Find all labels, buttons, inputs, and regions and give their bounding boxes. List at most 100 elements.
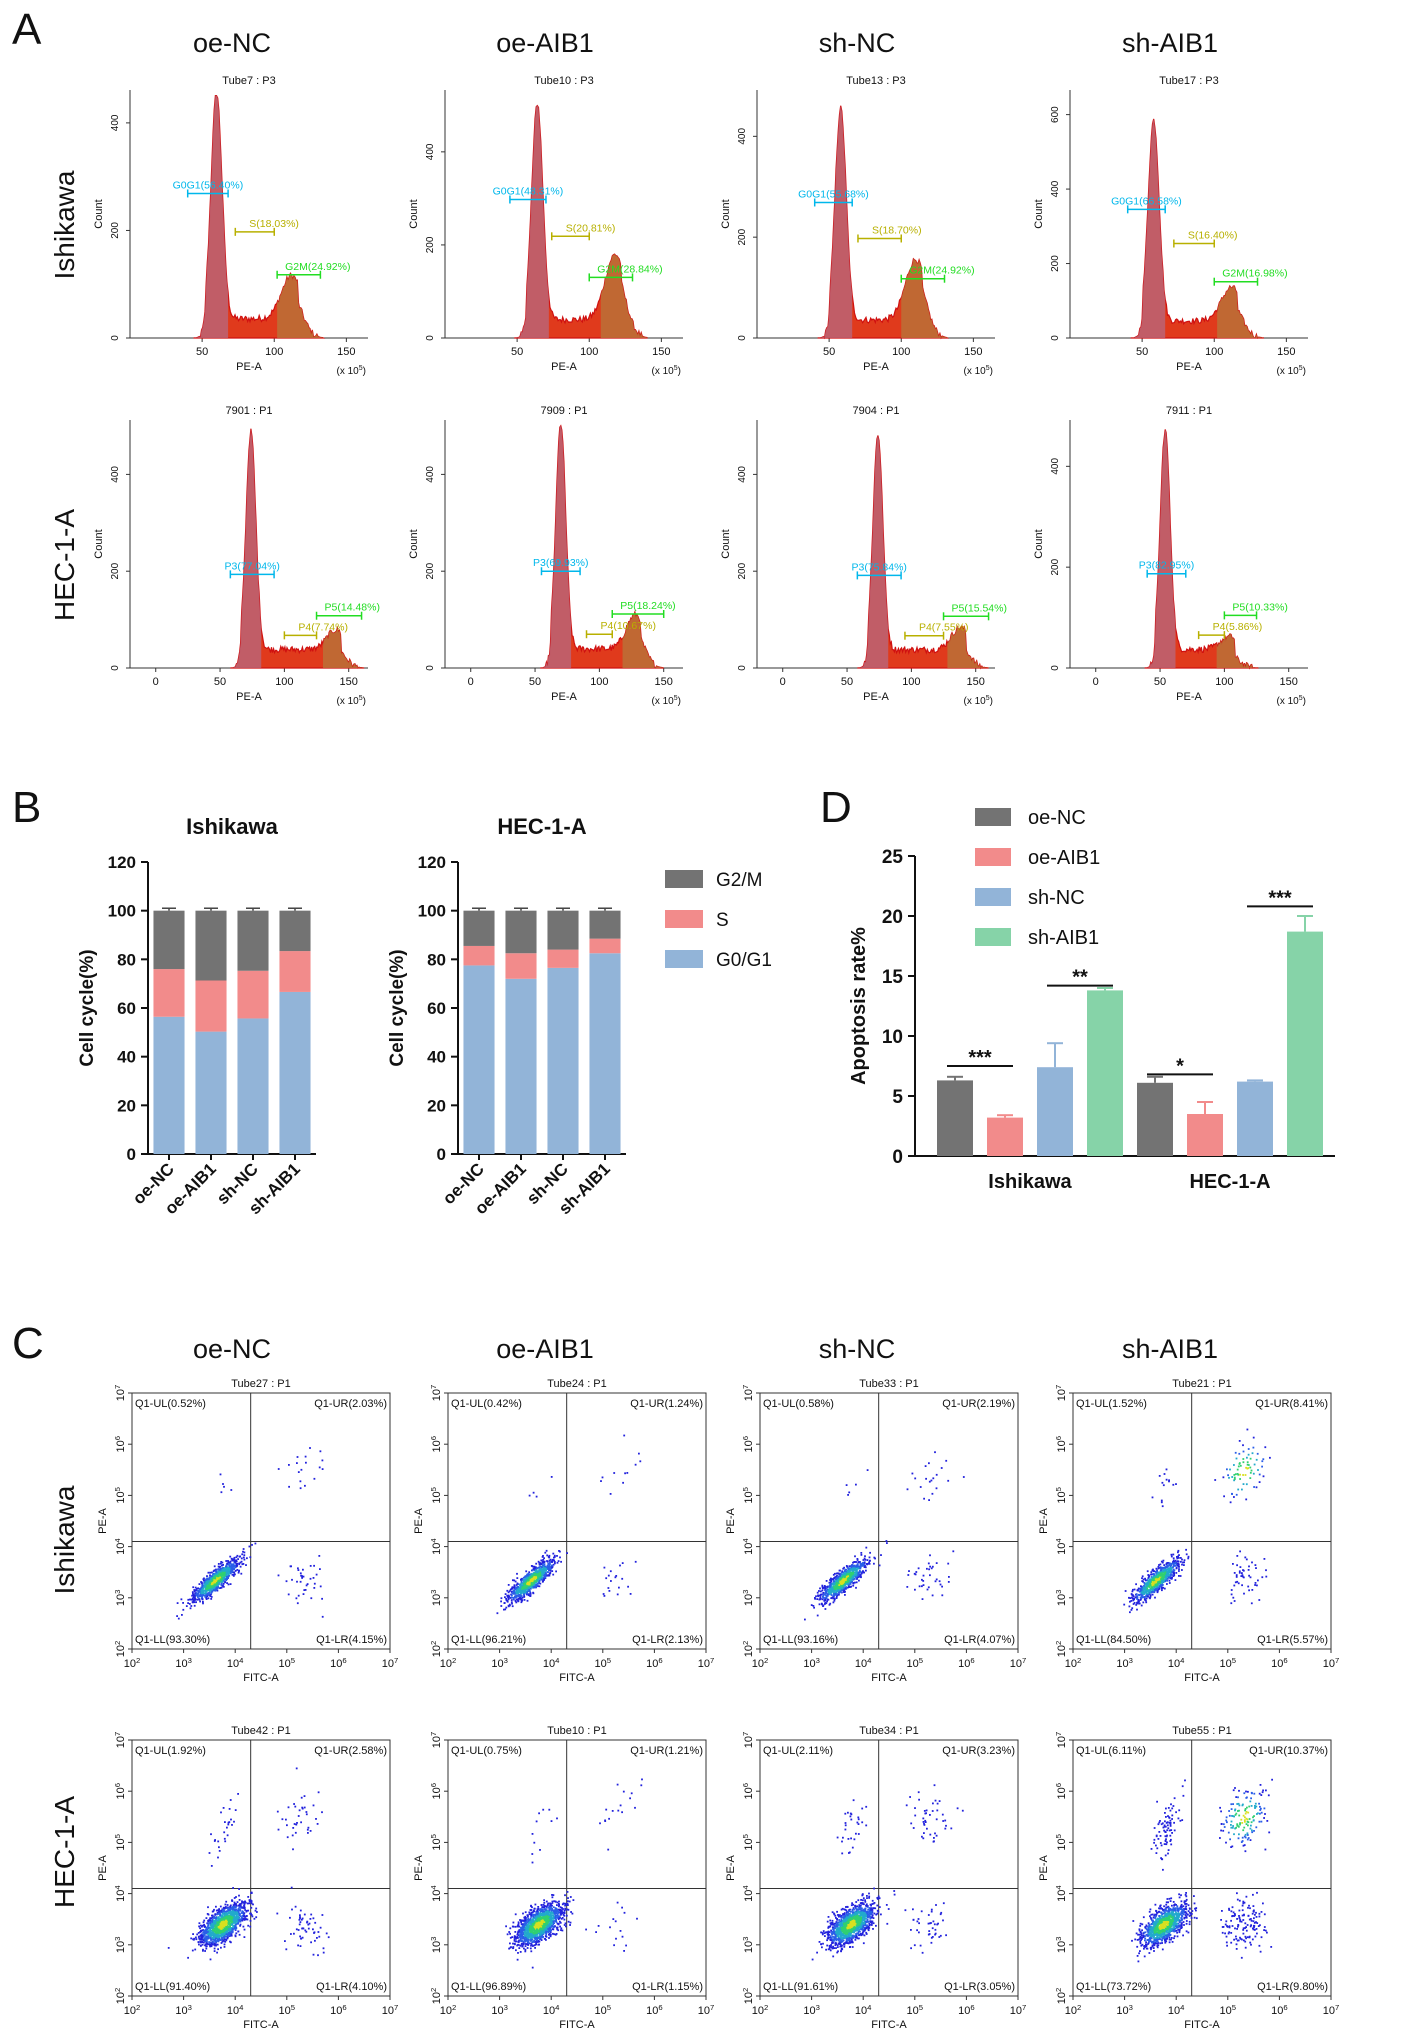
event-dot: [841, 1585, 844, 1588]
event-dot: [533, 1565, 536, 1568]
event-dot: [518, 1594, 520, 1596]
event-dot: [176, 1615, 178, 1617]
event-dot: [1171, 1574, 1173, 1576]
event-dot: [1150, 1581, 1153, 1583]
event-dot: [234, 1573, 236, 1576]
event-dot: [204, 1931, 206, 1934]
event-dot: [1133, 1588, 1136, 1591]
event-dot: [1174, 1559, 1177, 1562]
event-dot: [1153, 1573, 1156, 1576]
event-dot: [535, 1571, 538, 1574]
event-dot: [1168, 1479, 1170, 1482]
event-dot: [1168, 1576, 1170, 1579]
event-dot: [1223, 1495, 1225, 1498]
event-dot: [1166, 1564, 1169, 1567]
event-dot: [1163, 1564, 1166, 1566]
event-dot: [249, 1919, 252, 1922]
event-dot: [533, 1583, 536, 1586]
event-dot: [533, 1582, 536, 1584]
event-dot: [1251, 1561, 1253, 1564]
x-tick-label: 150: [340, 676, 358, 688]
event-dot: [220, 1579, 223, 1582]
event-dot: [1141, 1577, 1143, 1580]
event-dot: [230, 1489, 233, 1491]
event-dot: [1236, 1564, 1238, 1567]
event-dot: [844, 1579, 847, 1582]
event-dot: [1137, 1601, 1140, 1604]
event-dot: [538, 1566, 541, 1569]
event-dot: [1145, 1585, 1148, 1587]
event-dot: [525, 1577, 528, 1580]
event-dot: [554, 1562, 556, 1565]
y-tick-label: 107: [113, 1732, 127, 1749]
event-dot: [1165, 1575, 1168, 1577]
event-dot: [1161, 1566, 1164, 1569]
event-dot: [221, 1579, 224, 1582]
event-dot: [1258, 1599, 1261, 1601]
event-dot: [1135, 1583, 1137, 1586]
event-dot: [204, 1938, 206, 1941]
event-dot: [543, 1569, 546, 1571]
event-dot: [239, 1909, 242, 1912]
event-dot: [627, 1585, 629, 1588]
event-dot: [819, 1597, 822, 1600]
event-dot: [538, 1579, 541, 1582]
event-dot: [256, 1911, 258, 1913]
event-dot: [608, 1590, 611, 1592]
event-dot: [208, 1935, 211, 1937]
event-dot: [220, 1574, 222, 1577]
event-dot: [530, 1574, 532, 1577]
event-dot: [859, 1570, 862, 1573]
event-dot: [211, 1582, 214, 1584]
gate-label: G2M(24.92%): [909, 265, 974, 277]
quadrant-label-LR: Q1-LR(4.07%): [944, 1634, 1015, 1646]
event-dot: [510, 1588, 513, 1590]
y-tick-label: 0: [1050, 335, 1061, 341]
event-dot: [634, 1463, 637, 1466]
event-dot: [517, 1599, 519, 1601]
event-dot: [217, 1948, 219, 1951]
event-dot: [846, 1583, 849, 1586]
event-dot: [528, 1593, 530, 1596]
event-dot: [856, 1567, 859, 1569]
event-dot: [609, 1493, 612, 1495]
event-dot: [531, 1585, 533, 1588]
event-dot: [203, 1577, 205, 1580]
event-dot: [834, 1592, 837, 1595]
event-dot: [231, 1573, 234, 1576]
event-dot: [823, 1585, 826, 1587]
event-dot: [1172, 1565, 1175, 1567]
plot-title: Tube13 : P3: [846, 75, 906, 87]
event-dot: [605, 1577, 608, 1580]
event-dot: [1160, 1574, 1163, 1577]
event-dot: [199, 1927, 201, 1930]
event-dot: [855, 1483, 857, 1486]
event-dot: [856, 1559, 859, 1561]
event-dot: [623, 1434, 626, 1437]
y-tick-label: 107: [1054, 1385, 1068, 1402]
event-dot: [526, 1573, 529, 1576]
event-dot: [850, 1585, 852, 1588]
event-dot: [521, 1592, 523, 1594]
event-dot: [1254, 1582, 1257, 1584]
event-dot: [821, 1584, 824, 1587]
y-tick-label: 20: [117, 1096, 136, 1115]
bar-segment: [153, 1016, 185, 1154]
event-dot: [1144, 1592, 1147, 1594]
event-dot: [209, 1945, 211, 1948]
event-dot: [1233, 1476, 1236, 1479]
event-dot: [1145, 1599, 1147, 1602]
event-dot: [238, 1933, 241, 1936]
event-dot: [1165, 1566, 1168, 1569]
event-dot: [229, 1583, 232, 1585]
event-dot: [297, 1471, 300, 1473]
event-dot: [196, 1598, 199, 1601]
event-dot: [1180, 1560, 1182, 1563]
event-dot: [539, 1568, 541, 1571]
event-dot: [1238, 1570, 1241, 1573]
event-dot: [835, 1595, 838, 1598]
event-dot: [868, 1561, 870, 1564]
y-tick-label: 106: [429, 1436, 443, 1453]
